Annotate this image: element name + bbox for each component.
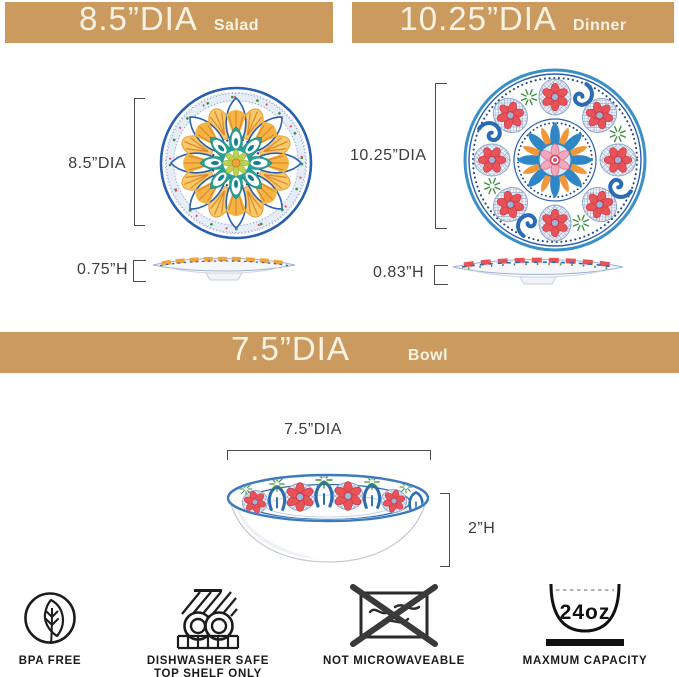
dinner-center-starburst <box>517 122 593 198</box>
dinner-diameter-label: 10.25”DIA <box>350 147 427 164</box>
bowl-diameter-label: 7.5”DIA <box>284 421 342 438</box>
bpa-free-label: BPA FREE <box>19 655 81 668</box>
dinner-height-bracket <box>434 265 448 285</box>
salad-plate-top-view-image <box>159 86 313 240</box>
feature-bpa-free: BPA FREE <box>5 580 95 668</box>
salad-diameter-label: 8.5”DIA <box>68 155 126 172</box>
dinner-height-label: 0.83”H <box>372 264 424 281</box>
feature-dishwasher-safe: DISHWASHER SAFE TOP SHELF ONLY <box>133 580 283 677</box>
not-microwaveable-label: NOT MICROWAVEABLE <box>323 655 465 668</box>
dishwasher-safe-label-line1: DISHWASHER SAFE <box>146 655 270 667</box>
bowl-height-bracket <box>440 493 450 567</box>
salad-size-text: 8.5”DIA <box>78 0 198 37</box>
max-capacity-label-line: MAXMUM CAPACITY <box>522 655 648 667</box>
bowl-interior-pattern <box>239 476 424 520</box>
not-microwaveable-label-line: NOT MICROWAVEABLE <box>322 655 466 667</box>
bowl-height-label: 2”H <box>468 520 496 537</box>
salad-plate-side-view-image <box>152 256 296 281</box>
salad-height-label: 0.75”H <box>76 261 128 278</box>
dinner-size-text: 10.25”DIA <box>399 0 557 37</box>
salad-center-flower <box>199 126 273 200</box>
dishwasher-safe-label-line2: TOP SHELF ONLY <box>153 668 262 677</box>
capacity-value-text: 24oz <box>560 601 611 624</box>
salad-size-banner: 8.5”DIA Salad <box>5 2 333 43</box>
dinner-name-text: Dinner <box>572 17 627 34</box>
dinner-plate-top-view-image <box>463 68 647 252</box>
dinner-flower-ring <box>473 78 637 242</box>
not-microwaveable-icon <box>348 580 440 650</box>
bpa-free-leaf-icon <box>21 580 79 650</box>
max-capacity-label: MAXMUM CAPACITY <box>523 655 648 668</box>
bowl-name-text: Bowl <box>407 347 449 364</box>
feature-not-microwaveable: NOT MICROWAVEABLE <box>309 580 479 668</box>
dinner-plate-side-view-image <box>452 257 624 285</box>
bpa-free-label-line: BPA FREE <box>18 655 82 667</box>
salad-diameter-bracket <box>134 98 145 226</box>
bowl-size-text: 7.5”DIA <box>230 330 350 367</box>
dinner-size-banner: 10.25”DIA Dinner <box>352 2 674 43</box>
bowl-image <box>226 473 430 563</box>
feature-max-capacity: 24oz MAXMUM CAPACITY <box>510 580 660 668</box>
salad-height-bracket <box>133 260 146 282</box>
bowl-diameter-bracket <box>227 450 431 460</box>
salad-name-text: Salad <box>213 17 260 34</box>
dinner-diameter-bracket <box>435 83 447 229</box>
dishwasher-safe-icon <box>176 580 240 650</box>
bowl-size-banner: 7.5”DIA Bowl <box>0 332 679 373</box>
dishwasher-safe-label: DISHWASHER SAFE TOP SHELF ONLY <box>147 655 269 677</box>
max-capacity-bowl-icon: 24oz <box>543 580 627 650</box>
